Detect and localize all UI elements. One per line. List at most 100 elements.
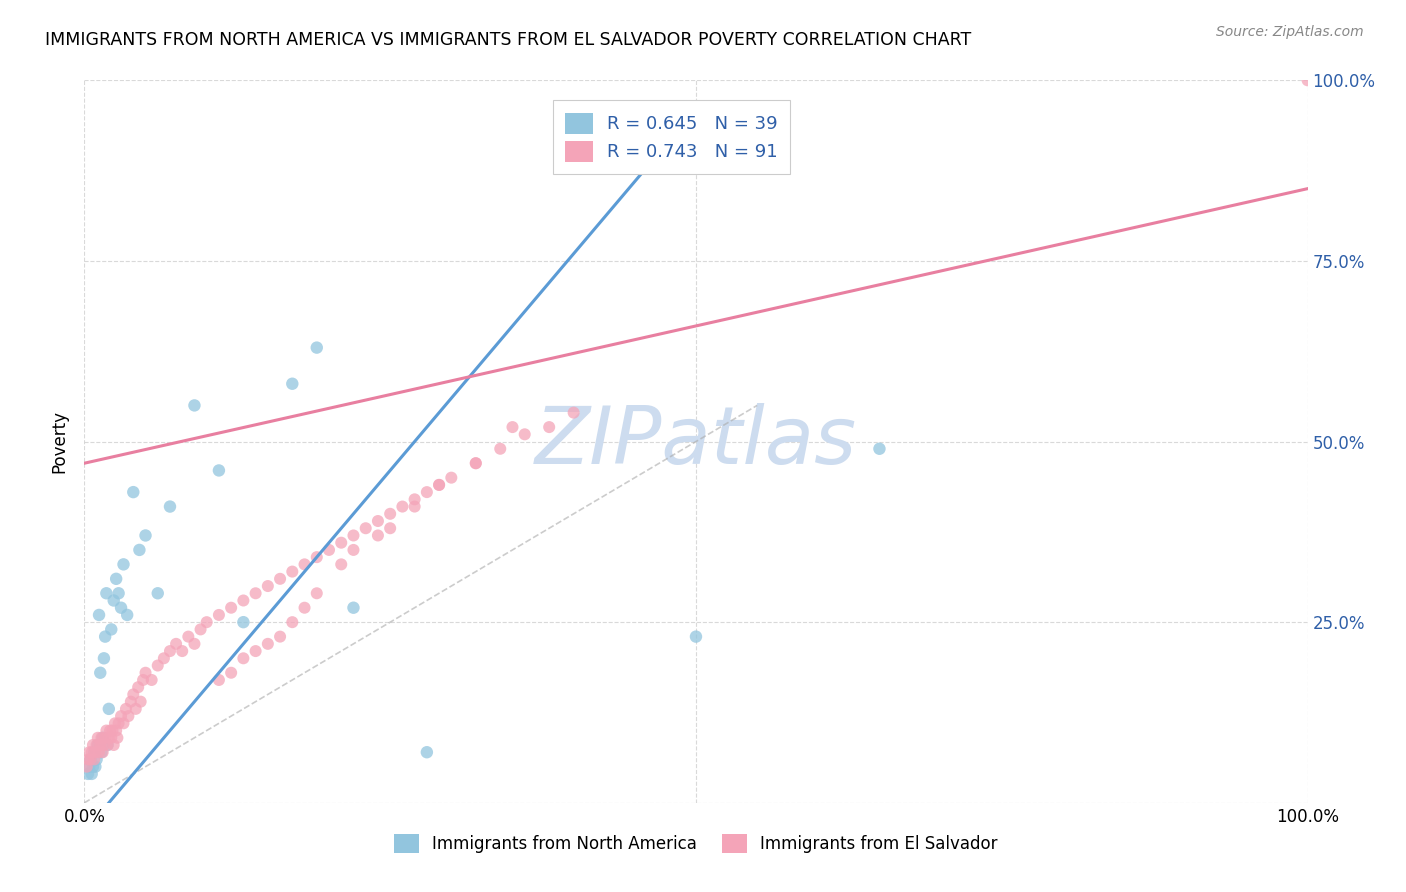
Point [404, 492, 426, 507]
Point [489, 442, 512, 456]
Point [87, 607, 110, 622]
Point [1296, 73, 1319, 87]
Point [122, 687, 145, 701]
Point [83, 745, 105, 759]
Point [141, 673, 163, 687]
Point [97, 738, 120, 752]
Point [83, 752, 105, 766]
Point [79, 752, 101, 766]
Point [232, 651, 254, 665]
Point [100, 623, 122, 637]
Point [103, 738, 125, 752]
Point [208, 607, 231, 622]
Point [104, 716, 127, 731]
Text: IMMIGRANTS FROM NORTH AMERICA VS IMMIGRANTS FROM EL SALVADOR POVERTY CORRELATION: IMMIGRANTS FROM NORTH AMERICA VS IMMIGRA… [45, 31, 972, 49]
Point [125, 702, 148, 716]
Point [464, 456, 486, 470]
Point [380, 507, 402, 521]
Point [367, 528, 389, 542]
Point [135, 528, 157, 542]
Point [84, 760, 107, 774]
Point [177, 630, 200, 644]
Point [86, 752, 108, 766]
Point [219, 665, 242, 680]
Point [129, 695, 152, 709]
Point [257, 637, 280, 651]
Point [127, 680, 149, 694]
Point [159, 644, 181, 658]
Point [257, 579, 280, 593]
Legend: Immigrants from North America, Immigrants from El Salvador: Immigrants from North America, Immigrant… [387, 827, 1005, 860]
Point [342, 528, 364, 542]
Point [342, 600, 364, 615]
Point [685, 630, 707, 644]
Point [146, 586, 169, 600]
Point [112, 716, 135, 731]
Point [172, 644, 194, 658]
Point [82, 760, 104, 774]
Point [132, 673, 155, 687]
Point [195, 615, 218, 630]
Point [107, 716, 129, 731]
Point [281, 565, 304, 579]
Point [110, 600, 132, 615]
Point [122, 485, 145, 500]
Point [562, 406, 585, 420]
Point [96, 586, 118, 600]
Point [232, 615, 254, 630]
Point [502, 420, 524, 434]
Point [305, 341, 328, 355]
Point [281, 376, 304, 391]
Point [110, 709, 132, 723]
Point [269, 630, 291, 644]
Point [281, 615, 304, 630]
Point [93, 651, 115, 665]
Point [97, 702, 120, 716]
Point [208, 673, 231, 687]
Point [165, 637, 187, 651]
Point [869, 442, 891, 456]
Point [513, 427, 536, 442]
Point [93, 738, 115, 752]
Point [107, 586, 129, 600]
Point [538, 420, 561, 434]
Point [101, 723, 124, 738]
Point [79, 752, 101, 766]
Point [115, 607, 138, 622]
Point [112, 558, 135, 572]
Point [183, 398, 205, 412]
Point [305, 586, 328, 600]
Point [77, 767, 100, 781]
Point [440, 470, 463, 484]
Point [404, 500, 426, 514]
Point [416, 485, 439, 500]
Point [232, 593, 254, 607]
Point [105, 723, 128, 738]
Point [153, 651, 176, 665]
Point [342, 542, 364, 557]
Point [117, 709, 139, 723]
Point [416, 745, 439, 759]
Point [80, 767, 103, 781]
Point [87, 738, 110, 752]
Y-axis label: Poverty: Poverty [51, 410, 69, 473]
Point [77, 745, 100, 759]
Point [269, 572, 291, 586]
Point [128, 542, 150, 557]
Point [135, 665, 157, 680]
Point [427, 478, 450, 492]
Point [330, 535, 353, 549]
Point [76, 760, 98, 774]
Point [96, 723, 118, 738]
Point [90, 731, 112, 745]
Point [87, 731, 110, 745]
Point [115, 702, 138, 716]
Point [380, 521, 402, 535]
Point [84, 745, 107, 759]
Point [294, 558, 316, 572]
Point [94, 731, 117, 745]
Point [120, 695, 142, 709]
Point [97, 731, 120, 745]
Point [77, 752, 100, 766]
Point [464, 456, 486, 470]
